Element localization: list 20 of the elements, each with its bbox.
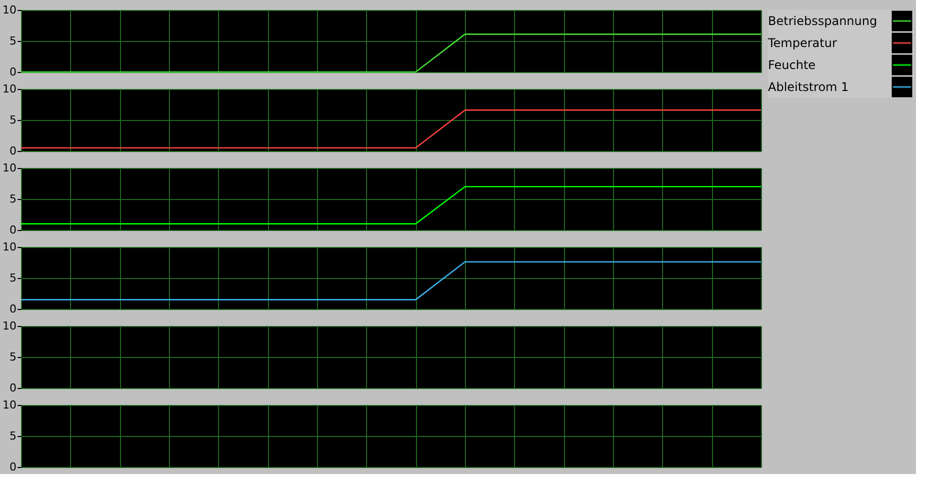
y-tick-label: 5: [10, 272, 16, 284]
y-tick-label: 10: [2, 240, 16, 254]
y-tick-label: 5: [10, 34, 16, 48]
y-tick-label: 10: [2, 398, 16, 412]
y-tick-label: 0: [10, 382, 16, 394]
y-tick-label: 0: [10, 460, 16, 474]
y-tick-label: 10: [2, 4, 16, 16]
y-tick-label: 0: [10, 302, 16, 316]
legend: Betriebsspannung Temperatur Feuchte Ableitstrom 1: [768, 10, 914, 98]
y-tick-label: 0: [10, 224, 16, 236]
y-tick-label: 5: [10, 430, 16, 442]
y-tick-label: 0: [10, 144, 16, 158]
y-tick-label: 5: [10, 350, 16, 364]
y-tick-label: 5: [10, 114, 16, 126]
y-tick-label: 0: [10, 66, 16, 78]
y-tick-label: 10: [2, 162, 16, 174]
y-tick-label: 5: [10, 192, 16, 206]
y-tick-label: 10: [2, 320, 16, 332]
y-tick-label: 10: [2, 82, 16, 96]
legend-label: Betriebsspannung: [768, 14, 878, 28]
